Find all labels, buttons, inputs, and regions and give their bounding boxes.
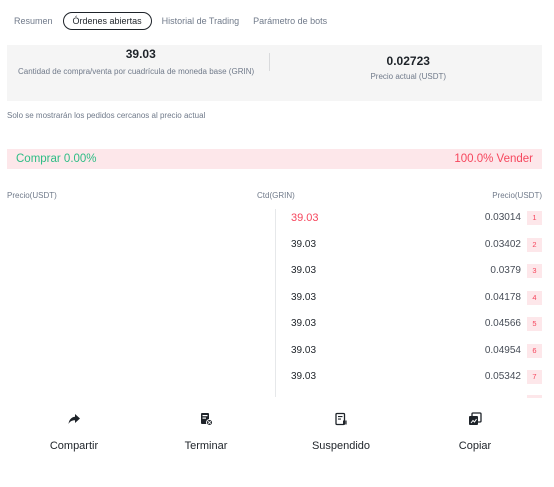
terminate-icon (201, 413, 213, 426)
order-price: 0.03402 (484, 239, 521, 250)
bot-action-bar: Compartir Terminar Suspendido Copiar (0, 412, 554, 472)
quantity-header: Ctd(GRIN) (257, 191, 295, 200)
order-separator-line (275, 209, 276, 397)
summary-divider (269, 53, 270, 71)
terminate-label: Terminar (184, 440, 228, 452)
order-price: 0.05342 (484, 371, 521, 382)
table-row: 39.03 0.03402 2 (0, 234, 554, 261)
share-icon (68, 414, 80, 424)
order-price: 0.04178 (484, 292, 521, 303)
current-price: 0.02723 Precio actual (USDT) (275, 45, 543, 101)
nearby-orders-note: Solo se mostrarán los pedidos cercanos a… (7, 111, 206, 120)
order-index-badge: 6 (527, 344, 542, 358)
order-price: 0.04566 (484, 318, 521, 329)
suspend-button[interactable]: Suspendido (286, 412, 396, 452)
order-quantity: 39.03 (291, 239, 317, 250)
order-quantity: 39.03 (291, 212, 319, 224)
order-quantity: 39.03 (291, 292, 317, 303)
tab-bar: Resumen Órdenes abiertas Historial de Tr… (7, 10, 334, 32)
share-button[interactable]: Compartir (19, 412, 129, 452)
tab-resumen[interactable]: Resumen (14, 16, 53, 26)
table-row: 39.03 0.05342 7 (0, 366, 554, 393)
copy-icon (469, 412, 482, 425)
copy-label: Copiar (458, 440, 492, 452)
terminate-button[interactable]: Terminar (151, 412, 261, 452)
table-row: 39.03 0.04566 5 (0, 313, 554, 340)
table-row: 39.03 0.03014 1 (0, 207, 554, 234)
suspend-label: Suspendido (311, 440, 371, 452)
table-row: 39.03 0.0379 3 (0, 260, 554, 287)
buy-price-header: Precio(USDT) (7, 191, 57, 200)
next-order-badge-partial (527, 395, 542, 398)
current-price-value: 0.02723 (386, 54, 430, 68)
order-price: 0.03014 (484, 212, 521, 223)
order-index-badge: 1 (527, 211, 542, 225)
per-grid-quantity: 39.03 Cantidad de compra/venta por cuadr… (7, 45, 275, 101)
tab-parametro-de-bots[interactable]: Parámetro de bots (253, 16, 328, 26)
order-quantity: 39.03 (291, 345, 317, 356)
buy-sell-ratio-bar: Comprar 0.00% 100.0% Vender (7, 149, 542, 169)
sell-price-header: Precio(USDT) (492, 191, 542, 200)
copy-button[interactable]: Copiar (420, 412, 530, 452)
order-price: 0.04954 (484, 345, 521, 356)
share-label: Compartir (49, 440, 99, 452)
order-index-badge: 5 (527, 317, 542, 331)
per-grid-quantity-label: Cantidad de compra/venta por cuadrícula … (18, 67, 255, 76)
tab-historial-de-trading[interactable]: Historial de Trading (161, 16, 240, 26)
order-quantity: 39.03 (291, 371, 317, 382)
table-row: 39.03 0.04178 4 (0, 287, 554, 314)
tab-ordenes-abiertas[interactable]: Órdenes abiertas (62, 12, 152, 30)
order-index-badge: 4 (527, 291, 542, 305)
order-quantity: 39.03 (291, 265, 317, 276)
sell-ratio: 100.0% Vender (454, 153, 533, 165)
current-price-label: Precio actual (USDT) (370, 72, 447, 81)
table-row: 39.03 0.04954 6 (0, 340, 554, 367)
order-index-badge: 7 (527, 370, 542, 384)
suspend-icon (335, 412, 347, 426)
order-index-badge: 3 (527, 264, 542, 278)
per-grid-quantity-value: 39.03 (125, 47, 156, 61)
buy-ratio: Comprar 0.00% (16, 153, 97, 165)
grid-summary-panel: 39.03 Cantidad de compra/venta por cuadr… (7, 45, 542, 101)
order-index-badge: 2 (527, 238, 542, 252)
order-quantity: 39.03 (291, 318, 317, 329)
order-price: 0.0379 (490, 265, 521, 276)
